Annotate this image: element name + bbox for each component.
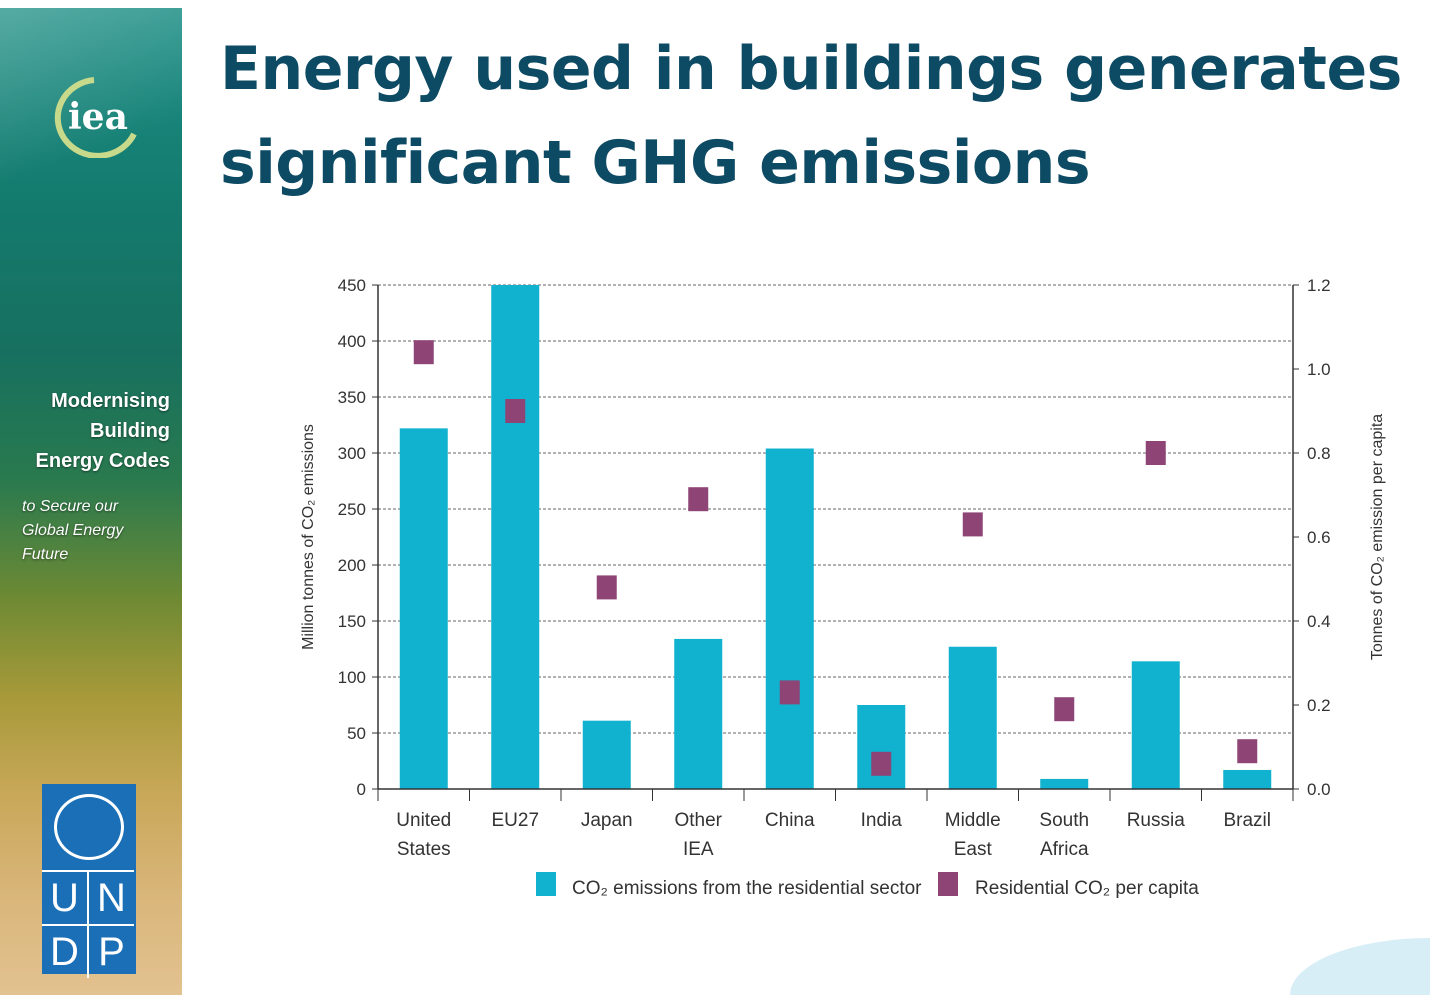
x-tick-label: Middle	[945, 810, 1001, 831]
per-capita-marker	[1054, 697, 1075, 722]
un-globe-icon	[54, 794, 124, 860]
x-tick-label: EU27	[491, 810, 539, 831]
y-tick-label: 350	[338, 388, 366, 407]
x-tick-label: States	[397, 839, 451, 860]
per-capita-marker	[871, 751, 892, 776]
y-tick-label: 400	[338, 332, 366, 351]
undp-logo: U N D P	[42, 784, 136, 978]
y-tick-label: 150	[338, 612, 366, 631]
bar	[674, 638, 723, 789]
y-tick-label: 250	[338, 500, 366, 519]
bar	[948, 646, 997, 789]
x-tick-label: Africa	[1040, 839, 1089, 860]
per-capita-marker	[1145, 441, 1166, 465]
x-tick-label: Japan	[581, 810, 633, 831]
y-tick-label: 0	[357, 780, 366, 799]
legend-label: CO₂ emissions from the residential secto…	[572, 878, 922, 899]
x-tick-label: East	[954, 839, 993, 860]
sidebar-subtitle-line: to Secure our	[22, 498, 119, 515]
sidebar-title-line: Building	[90, 420, 170, 442]
per-capita-marker	[962, 512, 983, 537]
per-capita-marker	[413, 340, 434, 365]
y2-tick-label: 0.0	[1307, 780, 1331, 799]
x-tick-label: India	[861, 810, 903, 831]
y2-tick-label: 0.6	[1307, 528, 1331, 547]
sidebar-subtitle-line: Future	[22, 546, 69, 563]
per-capita-marker	[779, 680, 800, 705]
per-capita-marker	[1237, 739, 1258, 764]
x-tick-label: United	[396, 810, 451, 831]
sidebar-title-line: Energy Codes	[35, 450, 170, 472]
legend-label: Residential CO₂ per capita	[975, 878, 1199, 899]
bar	[857, 705, 906, 789]
y2-tick-label: 0.4	[1307, 612, 1331, 631]
x-tick-label: South	[1039, 810, 1089, 831]
y2-tick-label: 0.8	[1307, 444, 1331, 463]
y-axis-label: Million tonnes of CO₂ emissions	[300, 424, 317, 650]
undp-letter: U	[42, 870, 89, 924]
undp-letter: N	[89, 870, 134, 924]
undp-letter: D	[42, 924, 89, 978]
x-tick-label: Russia	[1127, 810, 1186, 831]
iea-logo-arc-icon	[54, 77, 137, 158]
bar	[1040, 778, 1089, 789]
y-tick-label: 200	[338, 556, 366, 575]
bar	[1131, 661, 1180, 789]
bar	[1223, 769, 1272, 789]
bar	[491, 285, 540, 789]
banner-shine	[0, 8, 182, 238]
x-tick-label: China	[765, 810, 815, 831]
legend-swatch-bar	[536, 872, 556, 896]
legend-swatch-marker	[938, 872, 958, 896]
sidebar-banner: iea Modernising Building Energy Codes to…	[0, 8, 182, 995]
y2-tick-label: 1.0	[1307, 360, 1331, 379]
x-tick-label: IEA	[683, 839, 714, 860]
sidebar-subtitle-line: Global Energy	[22, 522, 124, 539]
y2-tick-label: 0.2	[1307, 696, 1331, 715]
slide-title: Energy used in buildings generates signi…	[220, 22, 1402, 210]
x-tick-label: Brazil	[1223, 810, 1271, 831]
title-line: significant GHG emissions	[220, 128, 1091, 198]
y2-axis-label: Tonnes of CO₂ emission per capita	[1369, 414, 1386, 660]
title-line: Energy used in buildings generates	[220, 34, 1402, 104]
bar	[765, 448, 814, 789]
y2-tick-label: 1.2	[1307, 276, 1331, 295]
iea-logo: iea	[68, 96, 128, 138]
y-tick-label: 100	[338, 668, 366, 687]
per-capita-marker	[505, 399, 526, 423]
per-capita-marker	[688, 487, 709, 512]
sidebar-title-line: Modernising	[51, 390, 170, 412]
undp-letter: P	[89, 924, 134, 978]
y-tick-label: 450	[338, 276, 366, 295]
x-tick-label: Other	[674, 810, 722, 831]
y-tick-label: 300	[338, 444, 366, 463]
per-capita-marker	[596, 575, 617, 600]
y-tick-label: 50	[347, 724, 366, 743]
bar	[582, 720, 631, 789]
bar	[399, 428, 448, 789]
